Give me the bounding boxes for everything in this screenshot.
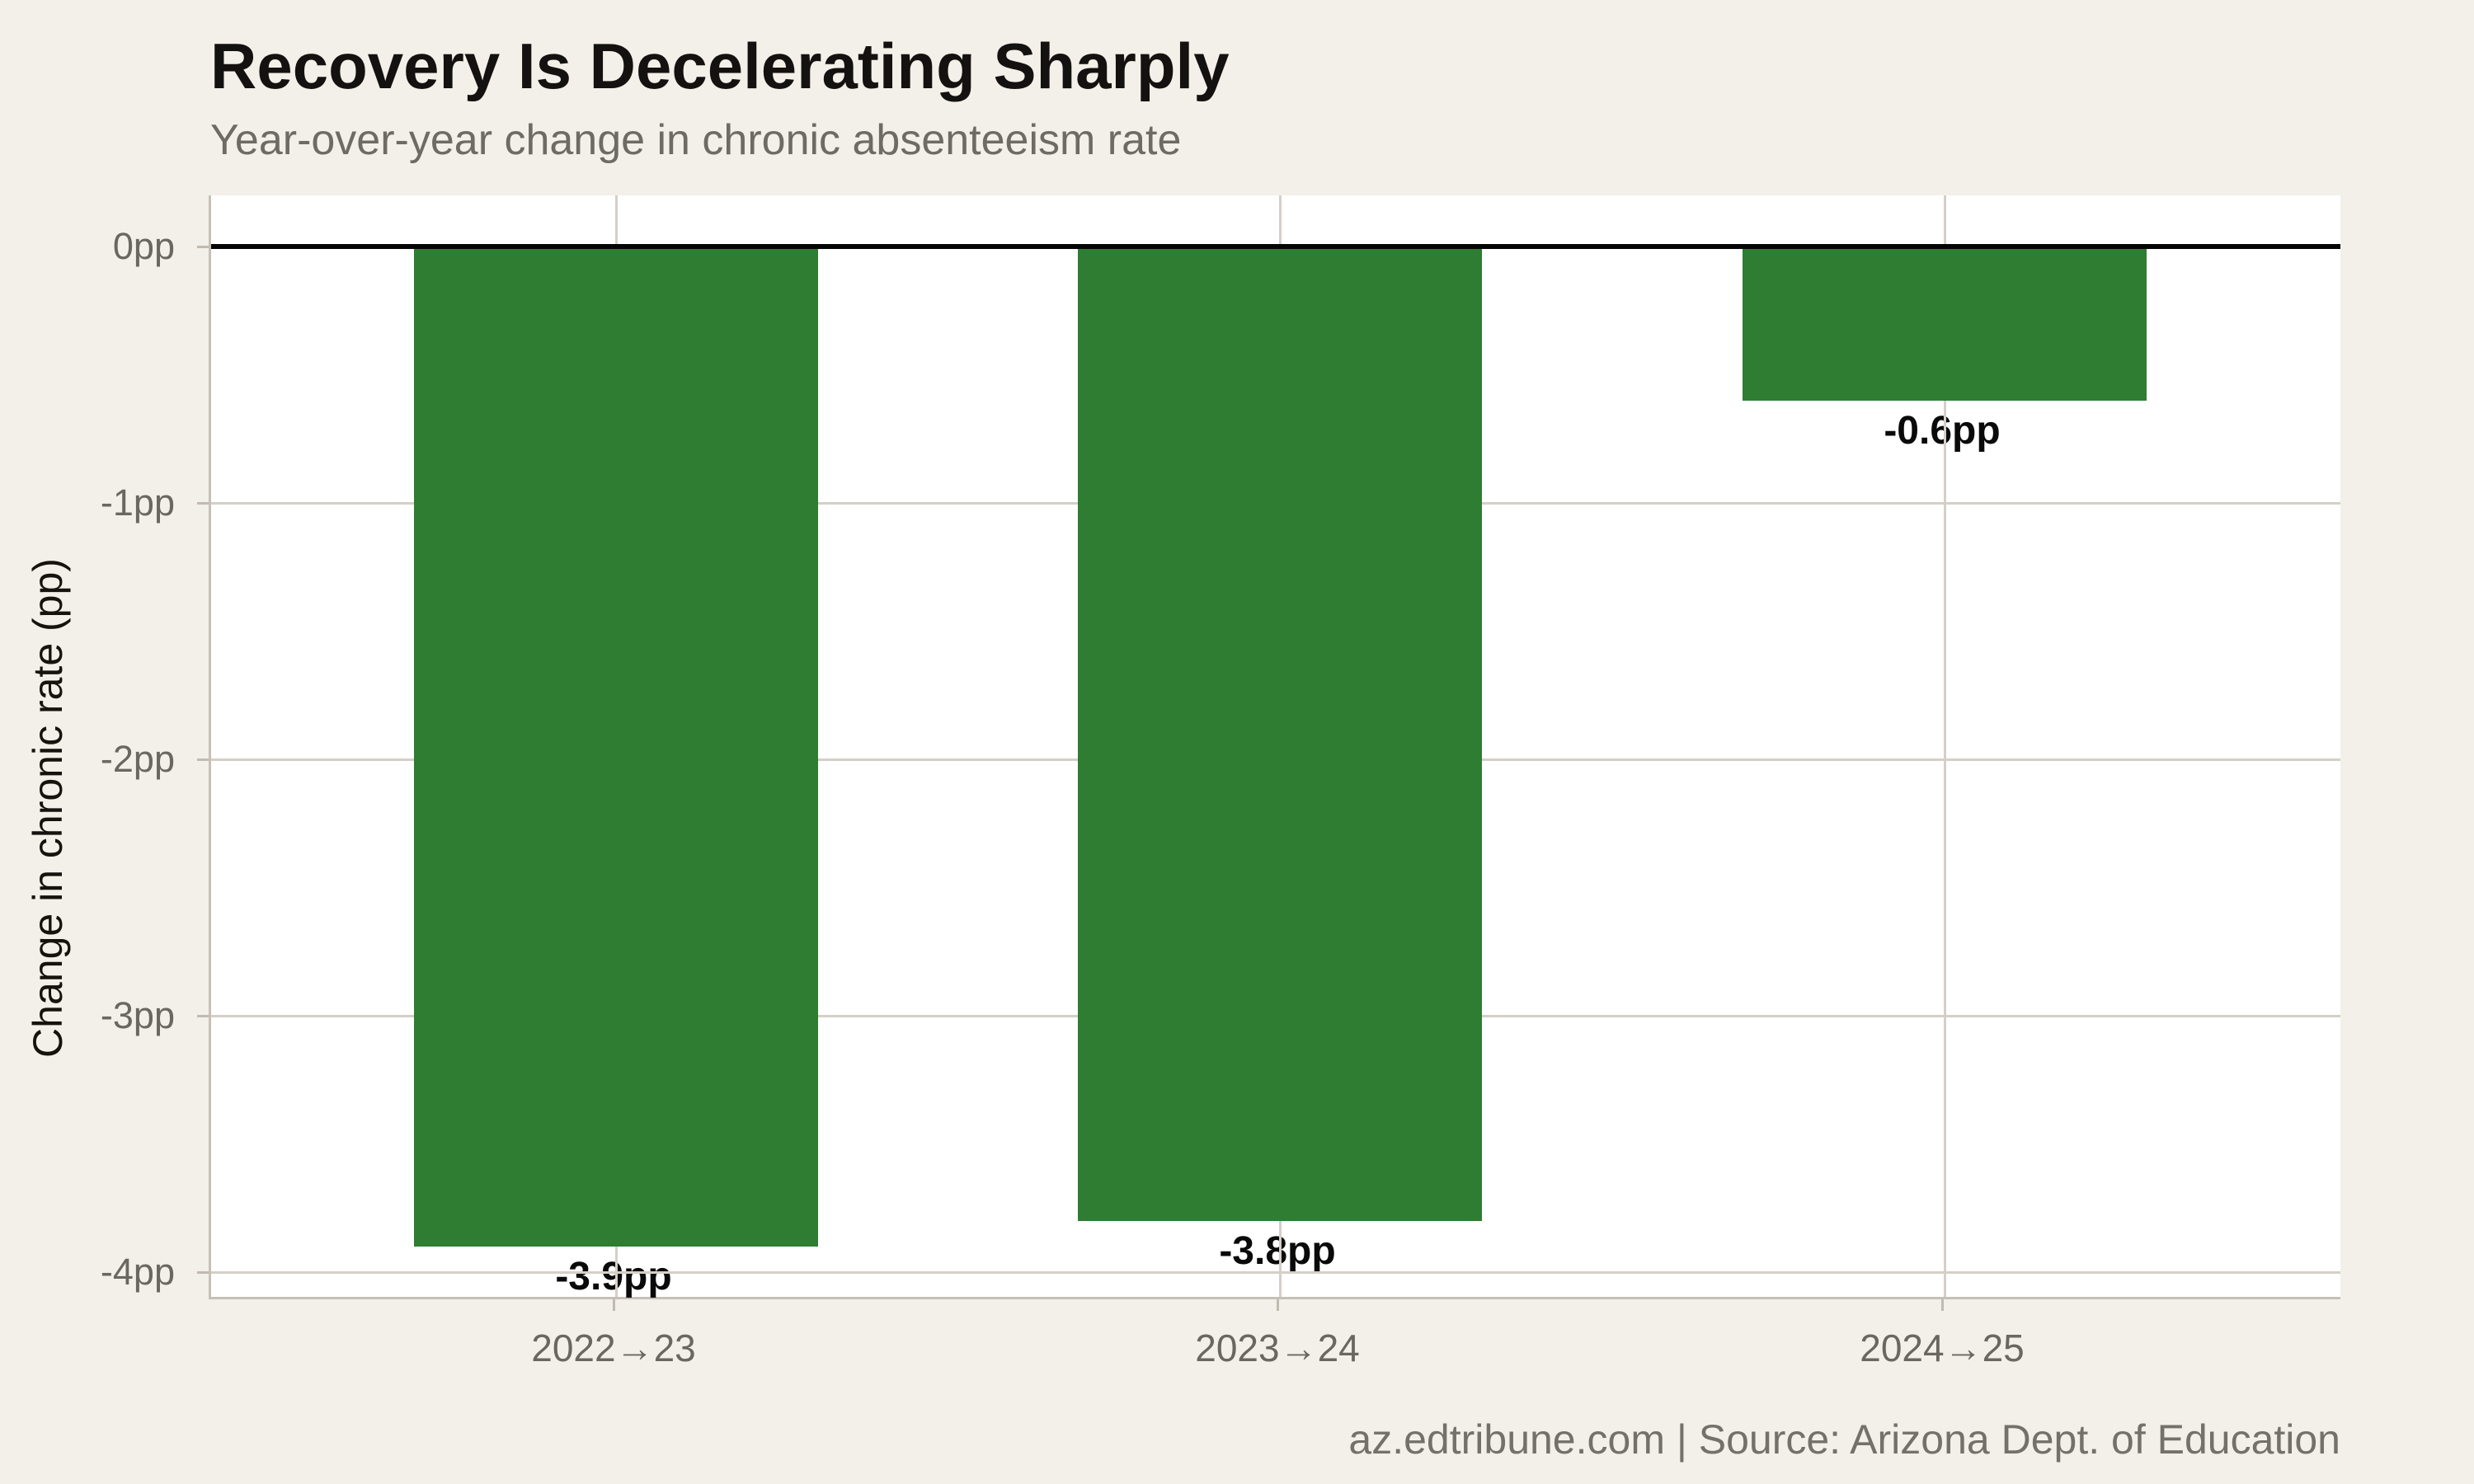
- y-axis-title: Change in chronic rate (pp): [25, 558, 71, 1058]
- y-tick--4pp: [197, 1271, 209, 1274]
- bar-2024→25: [1743, 247, 2147, 401]
- chart-subtitle: Year-over-year change in chronic absente…: [210, 116, 1182, 164]
- chart-title: Recovery Is Decelerating Sharply: [210, 30, 1230, 102]
- plot-area: [209, 195, 2340, 1299]
- x-tick-label-2022→23: 2022→23: [531, 1327, 696, 1369]
- x-tick-2024→25: [1941, 1299, 1944, 1311]
- bar-2022→23: [414, 247, 818, 1247]
- x-tick-2022→23: [613, 1299, 615, 1311]
- y-tick--2pp: [197, 758, 209, 761]
- gridline--4pp: [211, 1271, 2340, 1274]
- bar-value-label-2024→25: -0.6pp: [1884, 409, 2001, 453]
- x-gridline-2024→25: [1944, 195, 1946, 1297]
- x-tick-label-2024→25: 2024→25: [1860, 1327, 2025, 1369]
- zero-baseline: [211, 244, 2340, 249]
- x-tick-label-2023→24: 2023→24: [1195, 1327, 1360, 1369]
- y-tick-label--4pp: -4pp: [100, 1251, 175, 1293]
- source-attribution: az.edtribune.com | Source: Arizona Dept.…: [1348, 1416, 2340, 1463]
- y-tick--1pp: [197, 502, 209, 505]
- x-tick-2023→24: [1277, 1299, 1279, 1311]
- y-tick-label--1pp: -1pp: [100, 481, 175, 524]
- bar-value-label-2023→24: -3.8pp: [1219, 1229, 1336, 1273]
- bar-value-label-2022→23: -3.9pp: [555, 1255, 672, 1298]
- bar-2023→24: [1078, 247, 1482, 1221]
- y-tick-label--2pp: -2pp: [100, 738, 175, 780]
- y-tick-label-0pp: 0pp: [112, 225, 175, 267]
- y-tick-0pp: [197, 246, 209, 248]
- y-tick--3pp: [197, 1015, 209, 1017]
- y-tick-label--3pp: -3pp: [100, 994, 175, 1036]
